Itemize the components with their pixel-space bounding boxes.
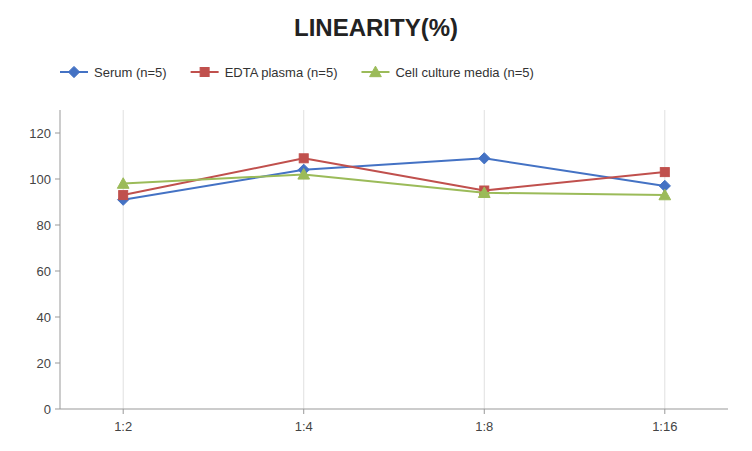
legend-swatch-marker <box>370 66 382 77</box>
y-tick-label: 0 <box>44 402 51 417</box>
y-tick-label: 120 <box>29 126 51 141</box>
x-tick-label: 1:4 <box>295 419 313 434</box>
point <box>117 178 129 189</box>
x-tick <box>123 409 124 414</box>
title: LINEARITY(%) <box>294 14 458 41</box>
y-tick <box>55 225 60 226</box>
x-tick <box>303 409 304 414</box>
y-tick-label: 80 <box>37 218 51 233</box>
series <box>117 169 670 200</box>
legend-swatch-marker <box>68 66 79 77</box>
y-tick <box>55 317 60 318</box>
x-tick-label: 1:8 <box>475 419 493 434</box>
point <box>659 189 671 200</box>
x-tick-label: 1:16 <box>652 419 677 434</box>
x-tick-label: 1:2 <box>114 419 132 434</box>
x-tick <box>484 409 485 414</box>
point <box>479 153 490 164</box>
grid-line <box>664 110 665 409</box>
series-line <box>123 174 665 195</box>
legend-label: EDTA plasma (n=5) <box>225 65 338 80</box>
legend-item: Serum (n=5) <box>60 65 167 80</box>
legend-label: Cell culture media (n=5) <box>395 65 533 80</box>
legend-item: EDTA plasma (n=5) <box>191 65 338 80</box>
legend-label: Serum (n=5) <box>94 65 167 80</box>
axes: 0 20 40 60 80 100 120 1:2 1:4 1:8 1:16 <box>29 110 728 434</box>
legend-item: Cell culture media (n=5) <box>361 65 533 80</box>
y-axis-line <box>60 110 61 409</box>
series <box>118 153 671 206</box>
chart-container: LINEARITY(%) 0 20 40 60 80 100 120 1:2 1:4 1:8 1:16… <box>0 0 752 451</box>
series-line <box>123 158 665 199</box>
y-tick <box>55 363 60 364</box>
y-tick-label: 40 <box>37 310 51 325</box>
legend: Serum (n=5) EDTA plasma (n=5) Cell culture… <box>60 65 534 80</box>
y-tick-label: 20 <box>37 356 51 371</box>
grid <box>123 110 665 409</box>
plot-area <box>117 153 670 206</box>
y-tick-label: 100 <box>29 172 51 187</box>
point <box>298 169 310 180</box>
y-tick <box>55 409 60 410</box>
grid-line <box>123 110 124 409</box>
y-tick <box>55 271 60 272</box>
series-line <box>123 158 665 195</box>
x-tick <box>664 409 665 414</box>
point <box>660 168 669 177</box>
point <box>119 191 128 200</box>
y-tick-label: 60 <box>37 264 51 279</box>
chart-svg: LINEARITY(%) 0 20 40 60 80 100 120 1:2 1:4 1:8 1:16… <box>0 0 752 451</box>
point <box>478 187 490 198</box>
series <box>119 154 670 200</box>
x-axis-line <box>60 409 728 410</box>
legend-swatch-marker <box>200 68 209 77</box>
y-tick <box>55 133 60 134</box>
point <box>299 154 308 163</box>
y-tick <box>55 179 60 180</box>
